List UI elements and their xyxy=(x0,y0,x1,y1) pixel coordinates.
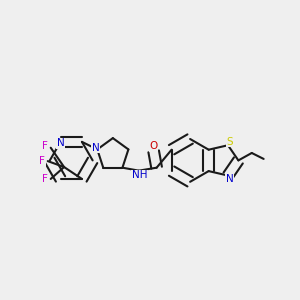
Text: O: O xyxy=(149,141,158,151)
Text: N: N xyxy=(57,138,64,148)
Text: N: N xyxy=(226,173,233,184)
Text: N: N xyxy=(92,143,100,153)
Text: NH: NH xyxy=(132,170,147,180)
Text: F: F xyxy=(42,174,48,184)
Text: S: S xyxy=(226,137,233,147)
Text: F: F xyxy=(42,141,48,151)
Text: F: F xyxy=(40,156,45,166)
